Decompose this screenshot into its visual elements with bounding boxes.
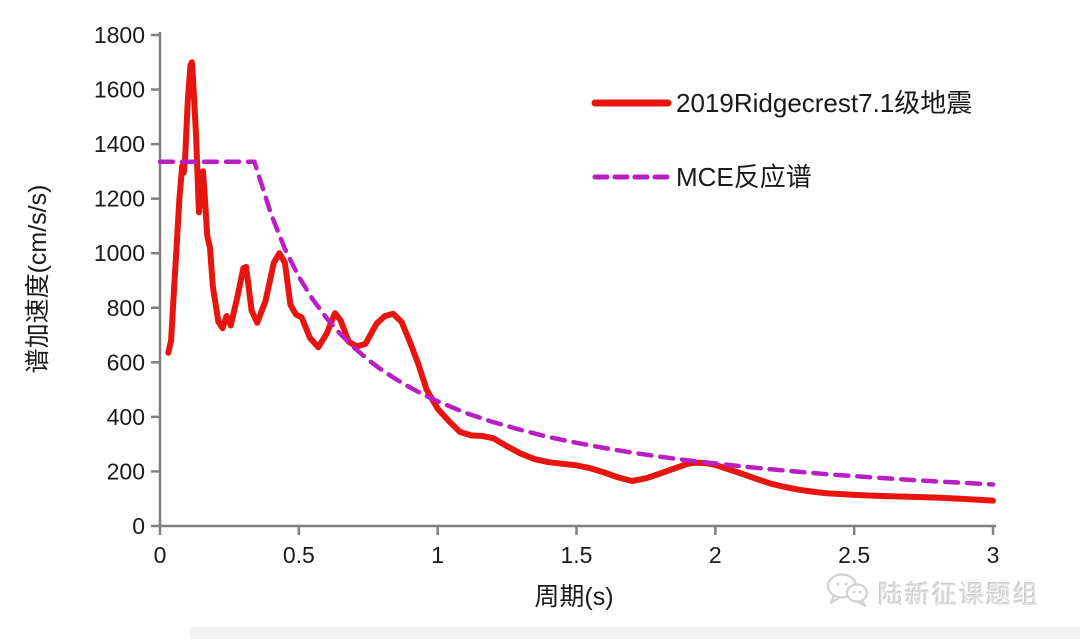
y-tick-label: 600 (107, 349, 145, 375)
x-tick-label: 2 (709, 542, 722, 568)
x-tick-label: 0 (154, 542, 167, 568)
x-axis-title: 周期(s) (534, 583, 614, 611)
legend: 2019Ridgecrest7.1级地震 MCE反应谱 (591, 88, 972, 192)
series-line-0 (165, 59, 996, 504)
y-axis-title: 谱加速度(cm/s/s) (24, 184, 52, 374)
bottom-strip (190, 627, 1080, 639)
x-tick-label: 2.5 (838, 542, 870, 568)
x-tick-label: 1.5 (561, 542, 593, 568)
x-tick-label: 3 (987, 542, 1000, 568)
wechat-icon (824, 572, 870, 613)
y-tick-label: 1600 (94, 77, 145, 103)
y-tick-label: 400 (107, 404, 145, 430)
y-tick-label: 1000 (94, 240, 145, 266)
x-tick-label: 0.5 (283, 542, 315, 568)
watermark: 陆新征课题组 (824, 572, 1040, 613)
x-axis-ticks: 0 0.5 1 1.5 2 2.5 3 (154, 526, 1000, 568)
y-tick-label: 1200 (94, 186, 145, 212)
y-tick-label: 0 (132, 513, 145, 539)
series-line-1 (157, 159, 996, 487)
legend-label-1: MCE反应谱 (676, 162, 812, 192)
y-tick-label: 1800 (94, 22, 145, 48)
y-tick-label: 200 (107, 458, 145, 484)
y-axis-ticks: 0 200 400 600 800 1000 1200 1400 1600 1800 (94, 22, 160, 539)
watermark-text: 陆新征课题组 (878, 580, 1041, 609)
y-tick-label: 800 (107, 295, 145, 321)
y-tick-label: 1400 (94, 131, 145, 157)
legend-label-0: 2019Ridgecrest7.1级地震 (676, 88, 972, 118)
x-tick-label: 1 (431, 542, 444, 568)
